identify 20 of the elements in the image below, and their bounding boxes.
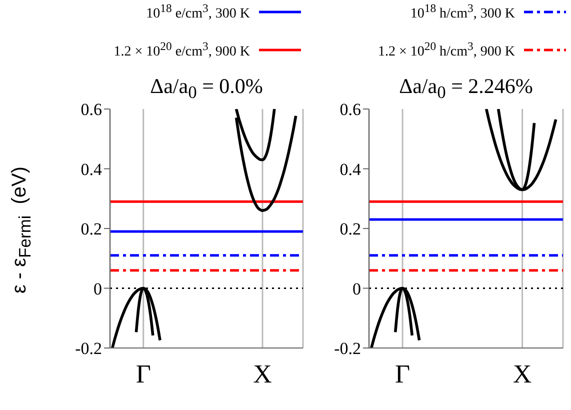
legend-label: 1.2 × 10$^{20}$ h/cm$^{3}$, 900 K	[378, 40, 515, 61]
chart-title: Δa/a$_{0}$ = 0.0%	[149, 74, 264, 104]
x-tick-label: X	[253, 359, 272, 388]
y-tick-label: 0.4	[80, 160, 102, 179]
y-tick-label: 0	[94, 279, 102, 298]
chart-title: Δa/a$_{0}$ = 2.246%	[398, 74, 534, 104]
x-tick-label: X	[512, 359, 532, 388]
y-tick-label: 0.6	[340, 100, 361, 120]
legend-label: 10$^{18}$ e/cm$^{3}$, 300 K	[146, 2, 250, 23]
x-tick-label: Γ	[136, 359, 151, 388]
legend-label: 1.2 × 10$^{20}$ e/cm$^{3}$, 900 K	[114, 40, 250, 61]
y-tick-label: 0.4	[340, 160, 362, 179]
legend-label: 10$^{18}$ h/cm$^{3}$, 300 K	[410, 2, 515, 23]
x-tick-label: Γ	[395, 359, 410, 388]
y-tick-label: -0.2	[334, 339, 361, 358]
y-tick-label: 0.2	[80, 220, 102, 239]
y-tick-label: -0.2	[75, 339, 102, 358]
y-tick-label: 0	[352, 279, 361, 298]
y-tick-label: 0.6	[80, 100, 102, 120]
y-tick-label: 0.2	[340, 220, 361, 239]
